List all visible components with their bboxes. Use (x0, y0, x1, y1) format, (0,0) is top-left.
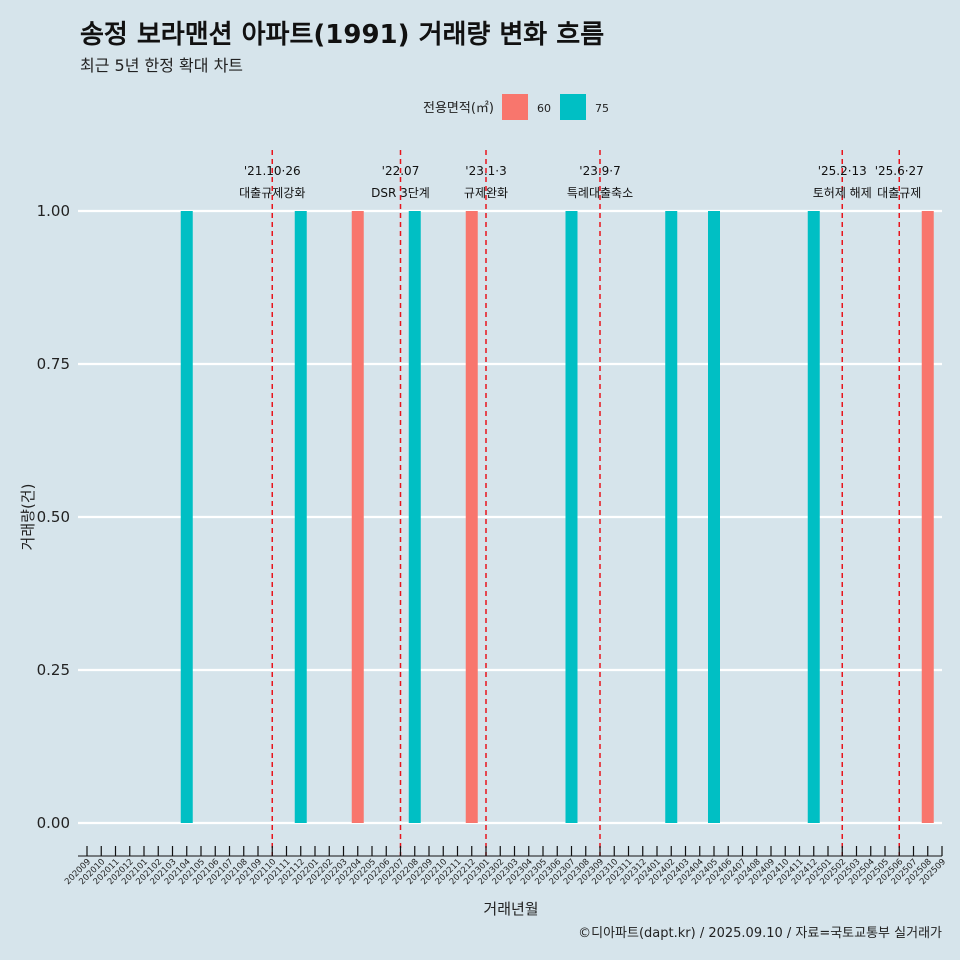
legend: 전용면적(㎡) 60 75 (423, 94, 609, 120)
x-axis-title: 거래년월 (483, 900, 538, 918)
event-date-label: '23.9·7 (579, 164, 620, 178)
bar-75-202208 (408, 211, 421, 823)
event-label: DSR 3단계 (371, 186, 430, 200)
source-caption: ©디아파트(dapt.kr) / 2025.09.10 / 자료=국토교통부 실… (578, 926, 942, 941)
legend-title: 전용면적(㎡) (423, 101, 494, 116)
chart-title: 송정 보라맨션 아파트(1991) 거래량 변화 흐름 (80, 20, 605, 50)
bar-layer (180, 211, 934, 823)
legend-key-60 (502, 94, 528, 120)
legend-label-75: 75 (595, 102, 609, 115)
bar-60-202508 (921, 211, 934, 823)
legend-label-60: 60 (537, 102, 551, 115)
event-layer: '21.10·26 대출규제강화 '22.07 DSR 3단계 '23.1·3 규제완화 '… (239, 150, 924, 856)
y-tick-label: 0.00 (37, 814, 70, 832)
event-date-label: '23.1·3 (465, 164, 506, 178)
event-label: 대출규제강화 (239, 186, 305, 200)
event-label: 토허제 해제 (813, 186, 872, 200)
bar-75-202104 (180, 211, 193, 823)
event-date-label: '25.2·13 (818, 164, 867, 178)
y-tick-label: 1.00 (37, 202, 70, 220)
legend-key-75 (560, 94, 586, 120)
bar-75-202307 (565, 211, 578, 823)
y-tick-label: 0.75 (37, 355, 70, 373)
chart-subtitle: 최근 5년 한정 확대 차트 (80, 56, 244, 75)
y-tick-label: 0.50 (37, 508, 70, 526)
event-date-label: '21.10·26 (244, 164, 301, 178)
event-label: 특례대출축소 (567, 186, 633, 200)
y-axis-title: 거래량(건) (19, 484, 37, 551)
bar-75-202402 (665, 211, 678, 823)
bar-75-202405 (708, 211, 720, 823)
event-label: 대출규제 (877, 186, 921, 200)
grid-layer (78, 209, 942, 825)
bar-60-202212 (465, 211, 478, 823)
event-date-label: '25.6·27 (875, 164, 924, 178)
bar-60-202204 (351, 211, 364, 823)
event-date-label: '22.07 (382, 164, 420, 178)
bar-75-202112 (294, 211, 307, 823)
bar-75-202412 (807, 211, 820, 823)
y-tick-label: 0.25 (37, 661, 70, 679)
event-label: 규제완화 (464, 186, 508, 200)
